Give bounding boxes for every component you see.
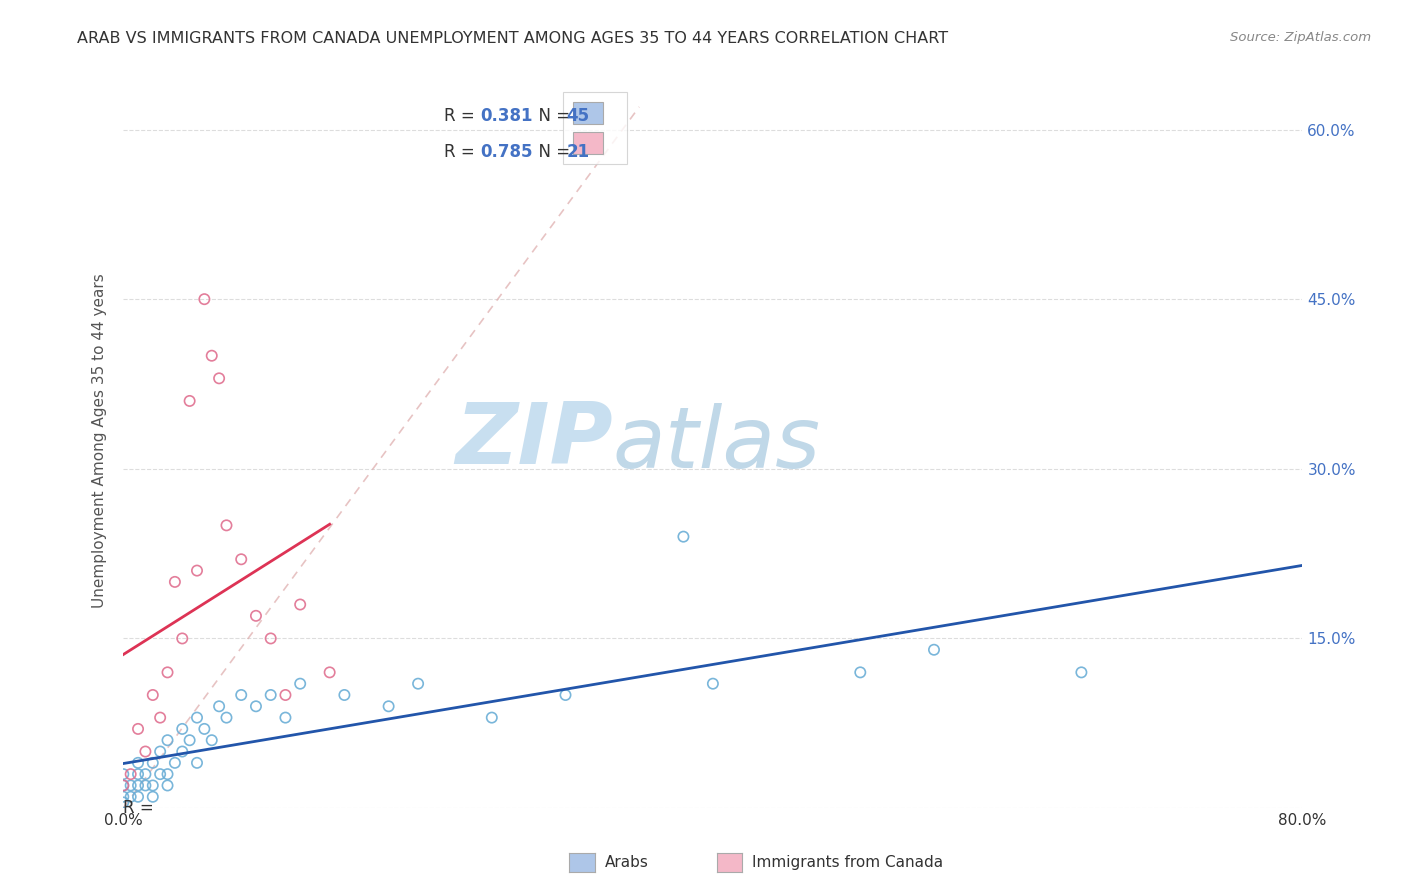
Point [156, 733, 179, 747]
Point [377, 699, 399, 714]
Point [149, 767, 172, 781]
Point [142, 688, 165, 702]
Y-axis label: Unemployment Among Ages 35 to 44 years: Unemployment Among Ages 35 to 44 years [93, 273, 107, 608]
Point [156, 779, 179, 793]
Point [672, 530, 695, 544]
Point [406, 676, 429, 690]
Point [142, 779, 165, 793]
Point [193, 292, 215, 306]
Text: atlas: atlas [613, 402, 821, 486]
Text: N =: N = [527, 107, 575, 125]
Point [231, 688, 253, 702]
Point [134, 745, 156, 759]
Point [112, 779, 135, 793]
Point [127, 756, 149, 770]
Text: Source: ZipAtlas.com: Source: ZipAtlas.com [1230, 31, 1371, 45]
Point [260, 688, 283, 702]
Point [112, 779, 135, 793]
Point [245, 608, 267, 623]
Point [554, 688, 576, 702]
Point [215, 710, 238, 724]
Point [127, 767, 149, 781]
Text: Arabs: Arabs [605, 855, 648, 870]
Text: R =: R = [124, 799, 159, 817]
Point [186, 756, 208, 770]
Text: ZIP: ZIP [456, 399, 613, 482]
Text: Immigrants from Canada: Immigrants from Canada [752, 855, 943, 870]
Point [849, 665, 872, 680]
Point [179, 393, 201, 408]
Point [112, 796, 135, 810]
Point [201, 733, 224, 747]
Text: R =: R = [444, 107, 479, 125]
Point [156, 767, 179, 781]
Point [318, 665, 340, 680]
Point [288, 598, 311, 612]
Point [134, 779, 156, 793]
Text: 21: 21 [567, 143, 589, 161]
Point [142, 756, 165, 770]
Point [120, 789, 142, 804]
Point [215, 518, 238, 533]
Point [112, 767, 135, 781]
Text: ARAB VS IMMIGRANTS FROM CANADA UNEMPLOYMENT AMONG AGES 35 TO 44 YEARS CORRELATIO: ARAB VS IMMIGRANTS FROM CANADA UNEMPLOYM… [77, 31, 949, 46]
Text: 45: 45 [567, 107, 589, 125]
Point [288, 676, 311, 690]
Legend: , : , [564, 93, 627, 163]
Point [201, 349, 224, 363]
Point [274, 688, 297, 702]
Point [134, 767, 156, 781]
Text: R =: R = [444, 143, 479, 161]
Point [112, 789, 135, 804]
Point [208, 371, 231, 385]
Point [186, 710, 208, 724]
Point [172, 722, 194, 736]
Point [208, 699, 231, 714]
Point [127, 779, 149, 793]
Point [163, 756, 186, 770]
Point [702, 676, 724, 690]
Point [186, 564, 208, 578]
Point [120, 779, 142, 793]
Point [922, 642, 945, 657]
Point [156, 665, 179, 680]
Point [149, 745, 172, 759]
Point [127, 722, 149, 736]
Point [260, 632, 283, 646]
Point [333, 688, 356, 702]
Text: 0.381: 0.381 [481, 107, 533, 125]
Text: 0.785: 0.785 [481, 143, 533, 161]
Point [179, 733, 201, 747]
Point [231, 552, 253, 566]
Point [481, 710, 503, 724]
Point [172, 632, 194, 646]
Point [149, 710, 172, 724]
Point [142, 789, 165, 804]
Text: N =: N = [527, 143, 575, 161]
Point [274, 710, 297, 724]
Point [172, 745, 194, 759]
Point [127, 789, 149, 804]
Point [163, 574, 186, 589]
Point [120, 767, 142, 781]
Point [1070, 665, 1092, 680]
Point [193, 722, 215, 736]
Point [245, 699, 267, 714]
